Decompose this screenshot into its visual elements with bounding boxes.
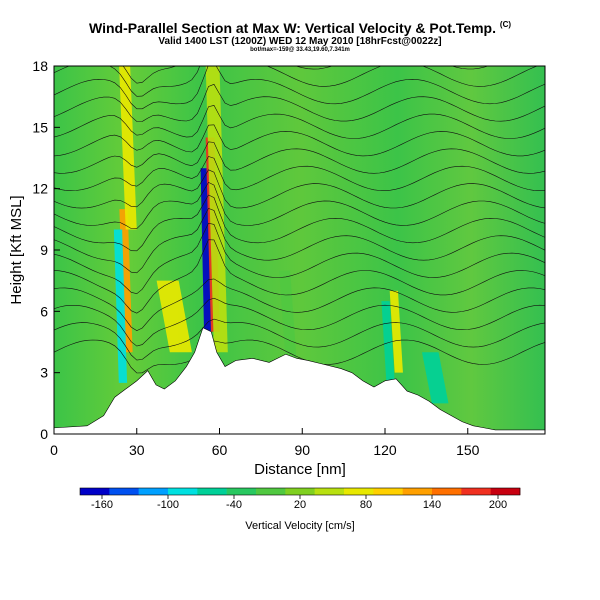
velocity-feature (421, 352, 449, 404)
colorbar-tick-label: -40 (226, 499, 242, 511)
velocity-feature (119, 209, 133, 353)
isentrope-contour (54, 83, 545, 122)
y-tick-label: 18 (32, 58, 48, 74)
isentrope-contour (54, 222, 545, 295)
velocity-feature (113, 229, 128, 383)
colorbar-tick-label: 80 (360, 499, 372, 511)
velocity-feature (279, 270, 297, 363)
colorbar-tick-label: 200 (489, 499, 507, 511)
isentrope-contour (54, 239, 545, 314)
isentrope-contour (54, 141, 545, 174)
colorbar-swatch (285, 488, 315, 495)
y-tick-label: 12 (32, 181, 48, 197)
isentrope-contour (54, 339, 545, 374)
isentrope-contour (54, 194, 545, 252)
isentrope-contour (54, 318, 545, 361)
velocity-feature (156, 280, 192, 353)
chart-title: Wind-Parallel Section at Max W: Vertical… (88, 20, 512, 36)
colorbar-tick-label: 20 (294, 499, 306, 511)
y-tick-label: 0 (40, 426, 48, 442)
x-tick-label: 150 (456, 442, 480, 458)
terrain (54, 327, 545, 434)
colorbar-swatch (80, 488, 110, 495)
isentrope-contour (54, 156, 545, 192)
isentrope-contour (54, 169, 545, 209)
x-tick-label: 60 (212, 442, 228, 458)
colorbar-swatch (109, 488, 139, 495)
colorbar-tick-label: 140 (423, 499, 441, 511)
colorbar-swatch (461, 488, 491, 495)
colorbar-tick-label: -100 (157, 499, 179, 511)
colorbar-swatch (344, 488, 374, 495)
isentrope-contour (54, 66, 539, 97)
isentrope-contour (54, 105, 545, 139)
isentrope-contour (54, 208, 545, 274)
colorbar-swatch (490, 488, 521, 495)
isentrope-contour (54, 124, 545, 157)
x-axis-label: Distance [nm] (254, 461, 346, 478)
y-tick-label: 15 (32, 119, 48, 135)
chart-subtitle: Valid 1400 LST (1200Z) WED 12 May 2010 [… (158, 36, 442, 47)
velocity-feature (389, 290, 403, 373)
isentrope-contour (54, 66, 545, 110)
velocity-feature (381, 301, 395, 383)
x-tick-label: 120 (373, 442, 397, 458)
velocity-feature (205, 66, 228, 353)
colorbar: -160 -100 -40 20 80 140 200 (79, 487, 521, 511)
colorbar-swatch (197, 488, 227, 495)
x-tick-label: 0 (50, 442, 58, 458)
x-tick-label: 30 (129, 442, 145, 458)
colorbar-swatch (402, 488, 433, 495)
colorbar-label: Vertical Velocity [cm/s] (245, 520, 354, 532)
isentrope-contour (54, 182, 545, 229)
isentrope-contour (122, 66, 489, 84)
isentrope-contour (54, 278, 545, 331)
colorbar-swatch (168, 488, 198, 495)
colorbar-swatch (432, 488, 462, 495)
colorbar-swatch (314, 488, 345, 495)
isentrope-contour (54, 297, 545, 347)
y-tick-label: 9 (40, 242, 48, 258)
colorbar-swatch (256, 488, 286, 495)
colorbar-swatch (226, 488, 257, 495)
y-tick-label: 3 (40, 365, 48, 381)
colorbar-swatch (373, 488, 403, 495)
y-tick-label: 6 (40, 303, 48, 319)
y-axis-label: Height [Kft MSL] (8, 195, 25, 304)
velocity-feature (200, 168, 213, 373)
colorbar-swatch (138, 488, 169, 495)
velocity-feature (119, 66, 137, 230)
colorbar-tick-label: -160 (91, 499, 113, 511)
chart-subtitle-2: bot/max=-159@ 33.43,19.60,7.341m (250, 47, 350, 53)
x-tick-label: 90 (294, 442, 310, 458)
